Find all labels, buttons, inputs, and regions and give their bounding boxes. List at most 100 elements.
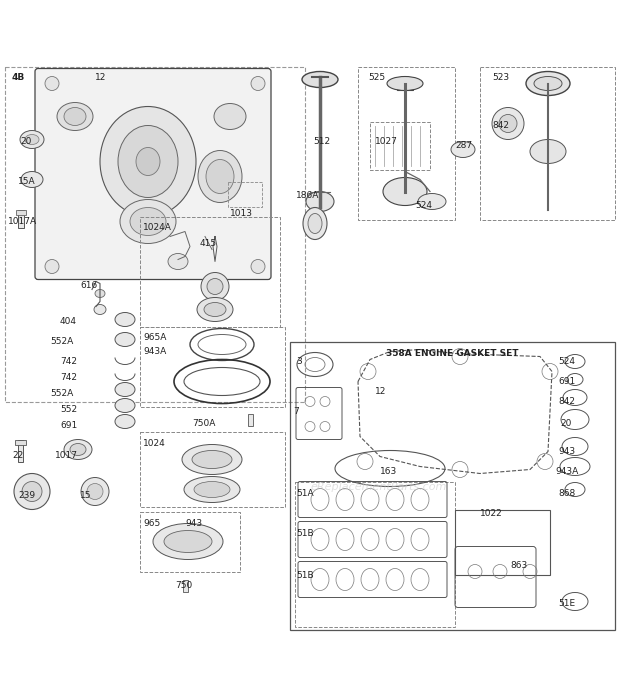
Text: 943A: 943A — [143, 346, 166, 356]
Bar — [290, 342, 615, 629]
Text: 1013: 1013 — [230, 209, 253, 218]
Ellipse shape — [387, 76, 423, 91]
Ellipse shape — [45, 259, 59, 274]
Text: 868: 868 — [558, 489, 575, 498]
Ellipse shape — [303, 207, 327, 240]
Text: 616: 616 — [80, 281, 97, 290]
Ellipse shape — [530, 139, 566, 164]
Ellipse shape — [57, 103, 93, 130]
Ellipse shape — [136, 148, 160, 175]
Text: 750: 750 — [175, 581, 192, 590]
Ellipse shape — [207, 279, 223, 295]
Text: 524: 524 — [415, 202, 432, 211]
Ellipse shape — [95, 290, 105, 297]
Text: 1024: 1024 — [143, 439, 166, 448]
Text: 1017A: 1017A — [8, 216, 37, 225]
Ellipse shape — [168, 254, 188, 270]
Ellipse shape — [115, 398, 135, 412]
Ellipse shape — [534, 76, 562, 91]
Ellipse shape — [22, 482, 42, 502]
Text: 22: 22 — [12, 452, 24, 461]
Bar — [5, 67, 305, 401]
Text: eReplacementParts.com: eReplacementParts.com — [310, 482, 446, 491]
Ellipse shape — [197, 297, 233, 322]
Ellipse shape — [70, 444, 86, 455]
Text: 965: 965 — [143, 520, 160, 529]
Text: 863: 863 — [510, 561, 527, 570]
Ellipse shape — [115, 313, 135, 326]
Ellipse shape — [64, 107, 86, 125]
Text: 552: 552 — [60, 405, 77, 414]
Ellipse shape — [526, 71, 570, 96]
Text: 15A: 15A — [18, 177, 35, 186]
Text: 943A: 943A — [555, 466, 578, 475]
Ellipse shape — [81, 477, 109, 505]
Ellipse shape — [118, 125, 178, 198]
Text: 51B: 51B — [296, 529, 314, 538]
Bar — [18, 439, 23, 462]
Ellipse shape — [308, 213, 322, 234]
Bar — [140, 432, 285, 507]
Bar — [16, 209, 26, 215]
Ellipse shape — [20, 130, 44, 148]
Text: 186A: 186A — [296, 191, 319, 200]
Ellipse shape — [120, 200, 176, 243]
Bar — [140, 511, 240, 572]
Ellipse shape — [153, 523, 223, 559]
Ellipse shape — [418, 193, 446, 209]
Text: 15: 15 — [80, 491, 92, 500]
Bar — [455, 509, 550, 574]
Text: 163: 163 — [380, 466, 397, 475]
Text: 750A: 750A — [192, 419, 215, 428]
Ellipse shape — [192, 450, 232, 468]
Bar — [248, 414, 253, 426]
Ellipse shape — [214, 103, 246, 130]
Ellipse shape — [184, 477, 240, 502]
Text: 512: 512 — [313, 137, 330, 146]
Bar — [370, 121, 430, 170]
Ellipse shape — [306, 191, 334, 211]
Ellipse shape — [130, 207, 166, 236]
Text: 239: 239 — [18, 491, 35, 500]
Ellipse shape — [21, 171, 43, 188]
Ellipse shape — [302, 71, 338, 87]
Bar — [480, 67, 615, 220]
Text: 287: 287 — [455, 141, 472, 150]
Text: 1024A: 1024A — [143, 224, 172, 232]
Ellipse shape — [206, 159, 234, 193]
Ellipse shape — [164, 531, 212, 552]
Text: 742: 742 — [60, 374, 77, 383]
Text: 742: 742 — [60, 356, 77, 365]
Text: 7: 7 — [293, 407, 299, 416]
Ellipse shape — [194, 482, 230, 498]
Ellipse shape — [115, 383, 135, 396]
Text: 404: 404 — [60, 317, 77, 326]
Text: 1027: 1027 — [375, 137, 398, 146]
Ellipse shape — [45, 76, 59, 91]
Text: 51A: 51A — [296, 489, 314, 498]
Text: 12: 12 — [375, 387, 386, 396]
Text: 1022: 1022 — [480, 509, 503, 518]
Ellipse shape — [14, 473, 50, 509]
Text: 4B: 4B — [12, 73, 25, 82]
Text: 51B: 51B — [296, 572, 314, 581]
Ellipse shape — [492, 107, 524, 139]
Text: 525: 525 — [368, 73, 385, 82]
Bar — [295, 482, 455, 626]
Ellipse shape — [204, 303, 226, 317]
Ellipse shape — [182, 444, 242, 475]
FancyBboxPatch shape — [35, 69, 271, 279]
Bar — [140, 216, 280, 326]
Text: 842: 842 — [558, 396, 575, 405]
Text: 524: 524 — [558, 356, 575, 365]
Text: 552A: 552A — [50, 337, 73, 346]
Ellipse shape — [201, 272, 229, 301]
Text: 20: 20 — [20, 137, 32, 146]
Text: 12: 12 — [95, 73, 107, 82]
Text: 691: 691 — [60, 421, 78, 430]
Bar — [228, 182, 262, 207]
Text: 523: 523 — [492, 73, 509, 82]
Bar — [15, 439, 26, 444]
Bar — [358, 67, 455, 220]
Ellipse shape — [94, 304, 106, 315]
